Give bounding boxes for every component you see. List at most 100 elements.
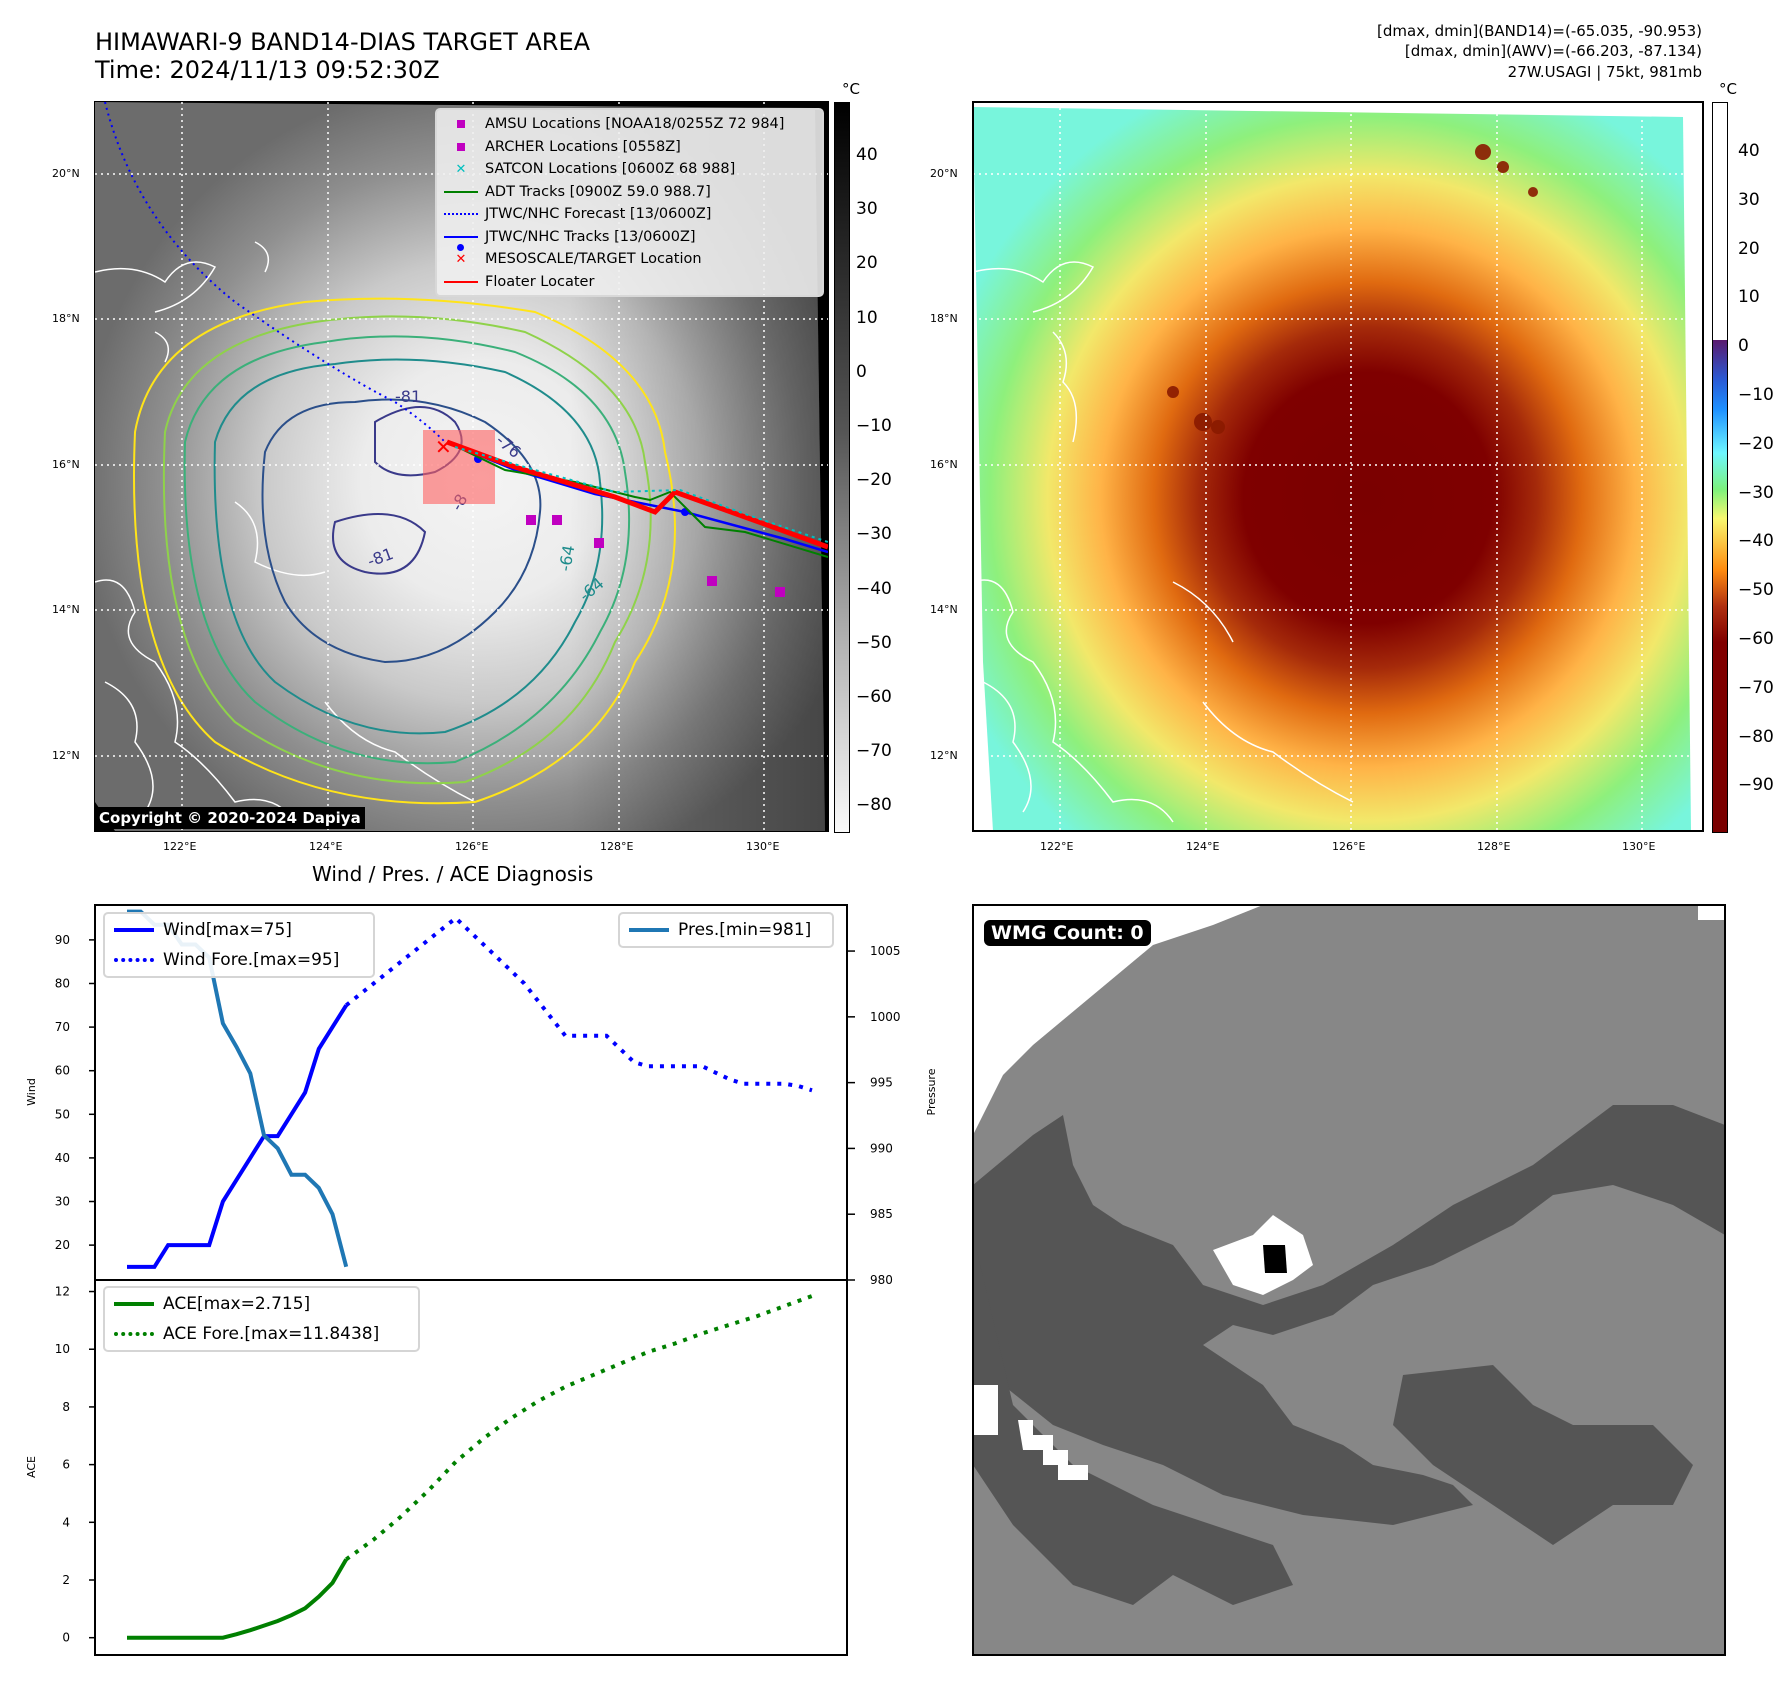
lon-label: 124°E: [1186, 840, 1220, 853]
line-icon: [629, 928, 669, 932]
ace-tick-label: 4: [62, 1515, 70, 1529]
wmg-frame: [972, 904, 1726, 1656]
figure-timestamp: Time: 2024/11/13 09:52:30Z: [95, 56, 440, 84]
wind-legend: Wind[max=75] Wind Fore.[max=95]: [103, 912, 375, 978]
line-icon: [444, 190, 478, 193]
legend-label: JTWC/NHC Forecast [13/0600Z]: [485, 206, 712, 223]
colorbar-tick-label: −30: [856, 524, 892, 545]
wmg-region-warm: [973, 905, 1263, 1135]
wmg-panel: [973, 905, 1725, 1655]
colorbar-tick-label: −60: [1738, 629, 1774, 649]
colorbar-tick-label: −50: [1738, 580, 1774, 601]
legend-label: ACE Fore.[max=11.8438]: [163, 1324, 380, 1344]
series-line-ace-forecast: [345, 1294, 813, 1562]
line-dot-icon: [444, 235, 478, 238]
storm-summary: 27W.USAGI | 75kt, 981mb: [1507, 63, 1702, 81]
colorbar-tick-label: 40: [1738, 141, 1760, 161]
colorbar-tick-label: −90: [1738, 775, 1774, 796]
dotted-line-icon: [114, 958, 154, 962]
ace-tick-label: 0: [62, 1631, 70, 1645]
wind-tick-label: 20: [55, 1238, 70, 1252]
diagnosis-title: Wind / Pres. / ACE Diagnosis: [312, 862, 594, 886]
dotted-line-icon: [114, 1332, 154, 1336]
legend-item-mesoscale: ✕ MESOSCALE/TARGET Location: [437, 248, 822, 271]
lon-label: 124°E: [309, 840, 343, 853]
colorbar-tick-label: 20: [1738, 238, 1760, 259]
ace-tick-label: 8: [62, 1400, 70, 1414]
legend-item-amsu: AMSU Locations [NOAA18/0255Z 72 984]: [437, 113, 822, 136]
ace-tick-label: 10: [55, 1342, 70, 1356]
enhanced-ir-imagery: [973, 107, 1691, 831]
x-marker-icon: ✕: [455, 251, 467, 267]
colorbar-tick-label: −50: [856, 632, 892, 653]
contour-label: -81: [395, 387, 421, 406]
legend-item-ace: ACE[max=2.715]: [105, 1289, 418, 1319]
legend-item-wind-forecast: Wind Fore.[max=95]: [105, 945, 373, 975]
right-map-canvas: [972, 102, 1703, 831]
legend-label: JTWC/NHC Tracks [13/0600Z]: [485, 228, 696, 245]
colorbar-tick-label: −70: [1738, 677, 1774, 698]
colorbar-tick-label: −10: [1738, 385, 1774, 405]
pressure-tick-label: 1000: [870, 1010, 901, 1024]
mesoscale-target-marker: ✕: [435, 435, 452, 459]
dotted-line-icon: [444, 213, 478, 216]
cold-cloud-cells: [1167, 144, 1538, 434]
lat-label: 16°N: [930, 458, 958, 471]
ace-tick-label: 12: [55, 1285, 70, 1299]
wind-tick-label: 50: [55, 1107, 70, 1121]
wmg-eye-region: [1213, 1215, 1313, 1295]
right-colorbar-unit: °C: [1719, 80, 1737, 98]
lat-label: 12°N: [52, 749, 80, 762]
copyright-label: Copyright © 2020-2024 Dapiya: [95, 807, 365, 829]
wmg-classification-map: [973, 905, 1725, 1605]
colorbar-tick-label: 10: [856, 307, 878, 328]
line-icon: [114, 1302, 154, 1306]
wind-tick-label: 70: [55, 1020, 70, 1034]
series-line-wind-fore: [344, 915, 813, 1093]
wmg-eye-center: [1263, 1245, 1287, 1273]
pressure-legend: Pres.[min=981]: [618, 912, 834, 948]
colorbar-tick-label: −10: [856, 416, 892, 436]
contour-label: -64: [555, 544, 578, 573]
legend-item-adt: ADT Tracks [0900Z 59.0 988.7]: [437, 181, 822, 204]
lon-label: 128°E: [1477, 840, 1511, 853]
coastlines: [94, 241, 476, 823]
dmax-dmin-band14: [dmax, dmin](BAND14)=(-65.035, -90.953): [1377, 22, 1702, 40]
legend-item-ace-forecast: ACE Fore.[max=11.8438]: [105, 1319, 418, 1349]
temperature-contours: [133, 297, 676, 805]
square-marker-icon: [457, 142, 465, 151]
legend-label: ADT Tracks [0900Z 59.0 988.7]: [485, 183, 711, 200]
lat-label: 18°N: [52, 312, 80, 325]
colorbar-tick-label: −40: [1738, 531, 1774, 552]
lon-label: 126°E: [455, 840, 489, 853]
line-icon: [114, 928, 154, 932]
legend-label: AMSU Locations [NOAA18/0255Z 72 984]: [485, 116, 785, 133]
gridlines: [973, 102, 1703, 831]
legend-item-archer: ARCHER Locations [0558Z]: [437, 136, 822, 159]
left-colorbar: [834, 102, 850, 833]
colorbar-tick-label: −30: [1738, 482, 1774, 503]
lon-label: 126°E: [1332, 840, 1366, 853]
colorbar-tick-label: 0: [856, 361, 867, 382]
lat-label: 12°N: [930, 749, 958, 762]
wmg-count-badge: WMG Count: 0: [984, 920, 1151, 946]
pressure-tick-label: 990: [870, 1141, 893, 1155]
left-colorbar-unit: °C: [842, 80, 860, 98]
left-ir-map: -76 -81 -81 -64 -64 -8 ✕ AMSU Locations …: [94, 101, 829, 831]
lon-label: 130°E: [746, 840, 780, 853]
legend-label: ACE[max=2.715]: [163, 1294, 311, 1314]
pressure-tick-label: 1005: [870, 944, 901, 958]
colorbar-tick-label: 10: [1738, 287, 1760, 308]
legend-item-jtwc-tracks: JTWC/NHC Tracks [13/0600Z]: [437, 226, 822, 251]
colorbar-tick-label: 30: [856, 199, 878, 220]
line-icon: [444, 280, 478, 283]
colorbar-tick-label: −60: [856, 687, 892, 707]
lat-label: 14°N: [52, 603, 80, 616]
wind-tick-label: 90: [55, 933, 70, 947]
pressure-tick-label: 980: [870, 1273, 893, 1287]
satcon-track: [454, 446, 829, 543]
lon-label: 130°E: [1622, 840, 1656, 853]
right-colorbar: [1712, 102, 1728, 833]
colorbar-tick-label: −40: [856, 578, 892, 599]
ace-axis-label: ACE: [25, 1456, 38, 1478]
